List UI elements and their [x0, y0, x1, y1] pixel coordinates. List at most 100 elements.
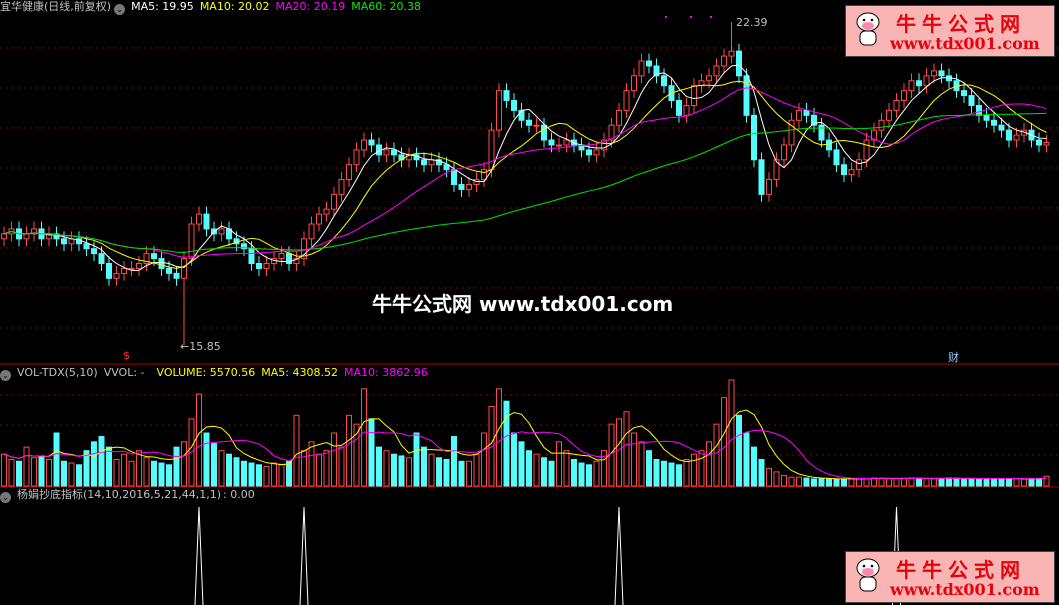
volume-bar — [706, 441, 712, 487]
volume-bar — [758, 459, 765, 487]
volume-bar — [331, 432, 337, 487]
low-label: ←15.85 — [180, 340, 221, 353]
candle-down — [158, 258, 165, 269]
ma60-value: MA60: 20.38 — [351, 0, 421, 13]
volume-bar — [16, 460, 22, 487]
volume-bar — [713, 423, 720, 487]
volume-bar — [631, 432, 637, 487]
candle-up — [593, 149, 600, 156]
volume-bar — [301, 450, 307, 487]
volume-bar — [23, 446, 30, 487]
candle-up — [623, 90, 630, 111]
volume-bar — [908, 477, 915, 487]
volume-bar — [143, 457, 150, 487]
volume-bar — [436, 457, 442, 487]
candle-up — [931, 70, 937, 77]
volume-bar — [113, 459, 120, 487]
volume-bar — [766, 467, 772, 487]
volume-bar — [166, 464, 172, 487]
volume-bar — [383, 450, 390, 487]
chevron-down-icon[interactable]: ⌄ — [0, 370, 11, 381]
candle-up — [331, 193, 337, 210]
candle-down — [451, 169, 457, 185]
candle-up — [773, 159, 780, 181]
volume-bar — [323, 450, 330, 487]
volume-bar — [151, 460, 157, 487]
candle-up — [631, 75, 637, 92]
candle-down — [1006, 129, 1012, 141]
volume-bar — [511, 432, 517, 487]
marker-dot — [665, 16, 667, 18]
volume-bar — [586, 464, 592, 487]
volume-bar — [278, 464, 285, 487]
volume-bar — [788, 476, 795, 487]
candle-down — [248, 248, 255, 265]
candle-up — [278, 253, 285, 260]
candle-down — [173, 272, 180, 279]
vol-name: VOL-TDX(5,10) — [17, 366, 98, 379]
candle-up — [721, 55, 727, 67]
candle-up — [353, 149, 360, 166]
candle-up — [893, 100, 900, 111]
volume-bar — [83, 450, 90, 487]
marker-dot — [710, 16, 712, 18]
candle-down — [991, 119, 997, 126]
volume-bar — [76, 464, 82, 487]
volume-bar — [263, 466, 270, 487]
volume-bar — [946, 477, 952, 487]
candle-down — [503, 90, 510, 102]
candle-down — [841, 164, 847, 176]
volume-bar — [893, 478, 900, 487]
volume-bar — [158, 462, 165, 487]
chevron-down-icon[interactable]: ⌄ — [114, 4, 126, 15]
volume-bar — [376, 446, 382, 487]
logo-url: www.tdx001.com — [890, 580, 1040, 599]
volume-bar — [751, 446, 757, 487]
dollar-marker[interactable]: $ — [123, 349, 130, 362]
candle-down — [106, 263, 112, 279]
candle-down — [736, 50, 742, 77]
candle-up — [556, 144, 562, 147]
candle-up — [428, 159, 435, 166]
candle-up — [188, 223, 195, 260]
candle-up — [706, 75, 712, 82]
volume-bar — [226, 453, 232, 487]
candle-down — [826, 139, 832, 151]
volume-bar — [443, 459, 450, 487]
finance-marker[interactable]: 财 — [948, 351, 959, 364]
candle-up — [608, 124, 615, 141]
volume-bar — [691, 453, 697, 487]
ma20-line — [3, 87, 1047, 258]
candle-up — [923, 75, 930, 87]
candle-down — [818, 124, 825, 141]
volume-bar — [211, 443, 217, 487]
volume-bar — [886, 478, 892, 487]
volume-bar — [488, 406, 495, 487]
volume-bar — [863, 477, 870, 487]
volume-bar — [1036, 477, 1042, 487]
candle-up — [563, 139, 570, 146]
chevron-down-icon[interactable]: ⌄ — [0, 492, 11, 503]
volume-bar — [128, 460, 135, 487]
volume-ma10-line — [3, 429, 1047, 480]
volume-bar — [271, 462, 277, 487]
indicator-value: : 0.00 — [223, 488, 255, 501]
volume-bar — [953, 477, 960, 487]
volume-bar — [428, 453, 435, 487]
volume-bar — [31, 457, 37, 487]
volume-bar — [1, 453, 7, 487]
volume-bar — [721, 397, 727, 487]
volume-bar — [601, 450, 607, 487]
candle-down — [916, 80, 922, 87]
candle-up — [878, 119, 885, 131]
candle-down — [751, 114, 757, 161]
candle-down — [1036, 139, 1042, 146]
logo-bottom: 牛牛公式网 www.tdx001.com — [845, 551, 1055, 603]
candle-down — [526, 119, 532, 126]
candle-up — [263, 263, 270, 269]
indicator-header: ⌄ 杨娟抄底指标(14,10,2016,5,21,44,1,1): 0.00 — [0, 488, 261, 503]
signal-spike — [194, 506, 204, 605]
volume-bar — [781, 474, 787, 487]
volume-bar — [121, 453, 127, 487]
